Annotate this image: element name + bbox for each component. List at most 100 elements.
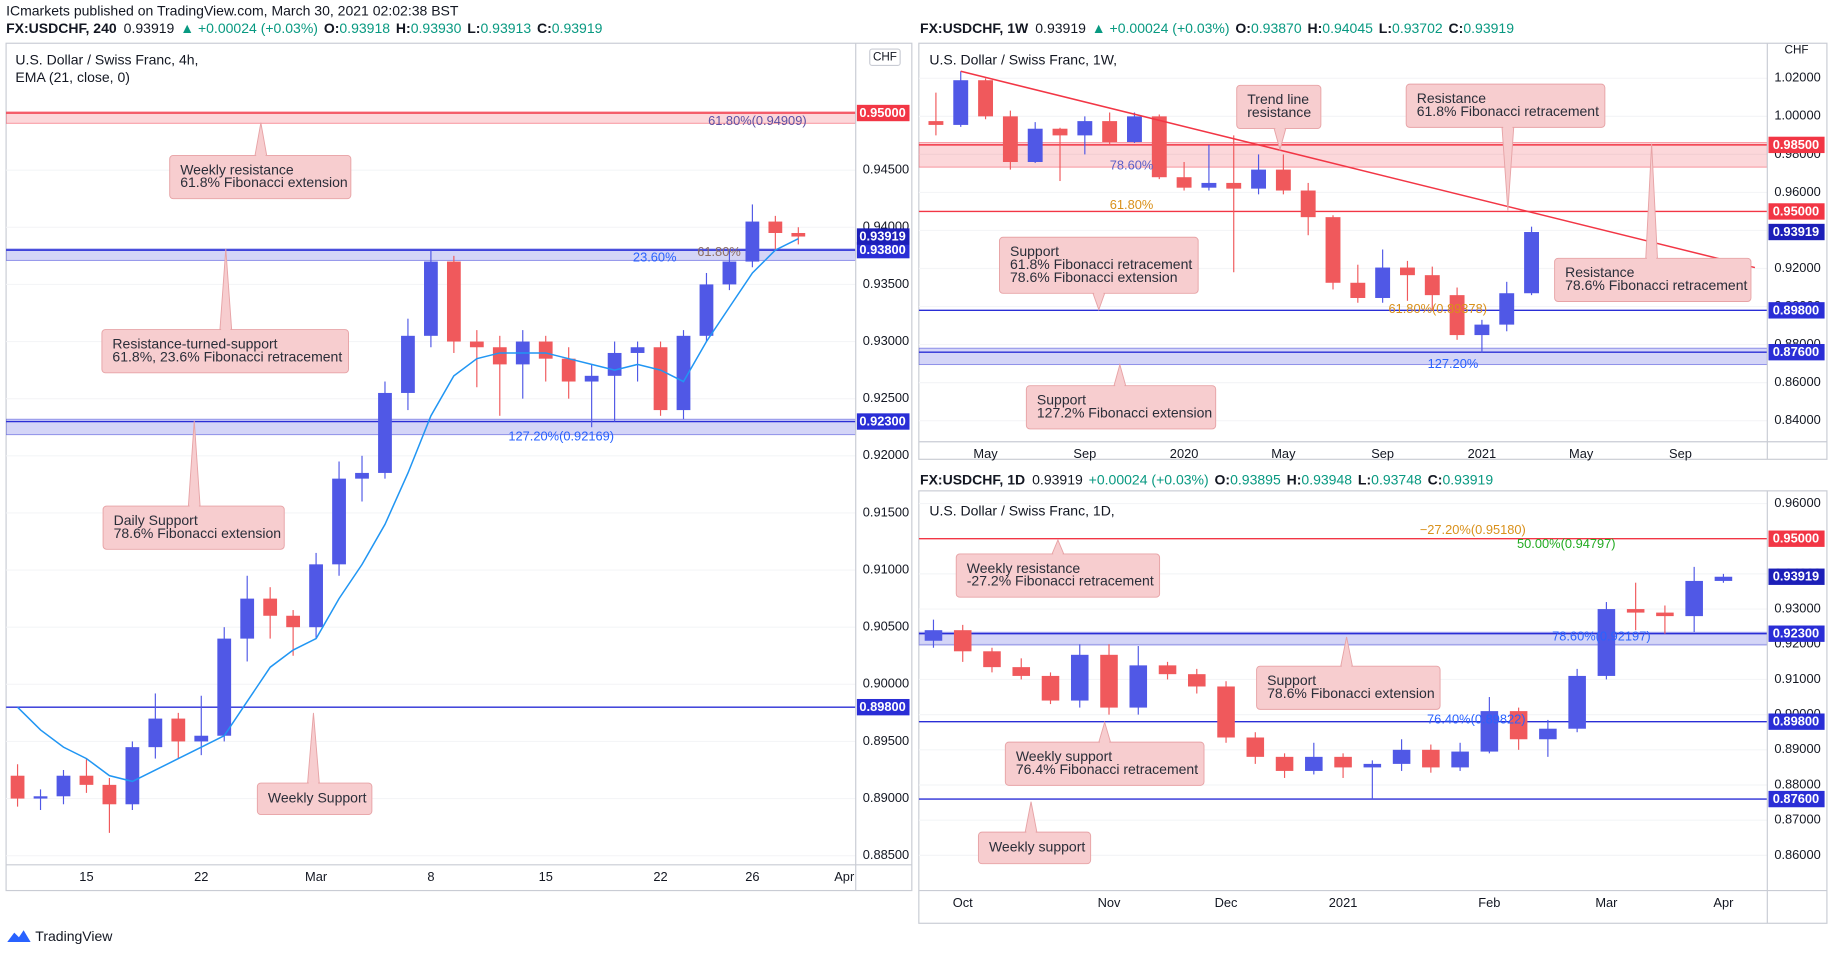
candle-body <box>492 347 507 365</box>
ohlc-label: L: <box>1379 20 1392 36</box>
fib-label: 78.60%(0.92197) <box>1552 628 1651 643</box>
callout-seam <box>1503 126 1513 129</box>
y-tick-label: 0.89500 <box>863 733 909 748</box>
y-tick-label: 0.93000 <box>1774 600 1820 615</box>
candle-body <box>584 375 599 382</box>
y-tick-label: 0.91500 <box>863 504 909 519</box>
candle-body <box>1201 182 1217 188</box>
candle-body <box>1714 576 1733 581</box>
price-tag <box>1768 136 1825 154</box>
x-tick-label: Mar <box>1595 895 1618 910</box>
symbol: FX:USDCHF, 1D <box>920 471 1025 487</box>
y-tick-label: 0.96000 <box>1774 495 1820 510</box>
candle-body <box>1424 275 1440 296</box>
candle-body <box>1246 737 1265 757</box>
last-price: 0.93919 <box>1035 20 1086 36</box>
y-tick-label: 0.92000 <box>1774 260 1820 275</box>
ohlc-label: H: <box>1307 20 1322 36</box>
callout-text: Trend line <box>1247 91 1309 107</box>
y-tick-label: 0.88000 <box>1774 776 1820 791</box>
candle-body <box>1070 654 1089 701</box>
y-tick-label: 0.90500 <box>863 619 909 634</box>
callout-text: Support <box>1267 672 1316 688</box>
ohlc-value: 0.93895 <box>1230 471 1281 487</box>
candle-body <box>332 478 346 565</box>
fib-label: 23.60% <box>633 250 677 265</box>
currency-box <box>869 48 901 67</box>
callout-seam <box>1099 740 1110 744</box>
x-tick-label: Sep <box>1073 446 1096 461</box>
candle-body <box>630 347 645 353</box>
candle-body <box>928 121 944 125</box>
price-tag-label: 0.95000 <box>1773 531 1819 546</box>
logo-mark <box>7 930 31 942</box>
fib-label: 50.00%(0.94797) <box>1517 536 1616 551</box>
indicator-legend: EMA (21, close, 0) <box>15 69 130 85</box>
price-tag-label: 0.93800 <box>859 242 905 257</box>
candle-body <box>745 221 760 262</box>
price-tag <box>1768 302 1825 319</box>
ohlc-label: L: <box>467 20 480 36</box>
price-tag-label: 0.87600 <box>1773 344 1819 359</box>
candle-body <box>1568 675 1586 729</box>
price-tag <box>856 104 910 122</box>
callout-seam <box>1094 292 1104 295</box>
change: +0.00024 (+0.03%) <box>1089 471 1209 487</box>
x-tick-label: Apr <box>1713 895 1734 910</box>
candle-body <box>1129 665 1148 708</box>
zone <box>918 142 1768 168</box>
ohlc-value: 0.93919 <box>1442 471 1493 487</box>
fib-label: 78.60% <box>1110 157 1154 172</box>
fib-label: 61.80%(0.94909) <box>708 113 807 128</box>
x-tick-label: 15 <box>539 869 553 884</box>
ohlc-value: 0.93918 <box>339 20 390 36</box>
plot-area <box>6 111 856 857</box>
zone <box>6 418 856 436</box>
callout-seam <box>1275 127 1285 130</box>
candle-body <box>1275 169 1291 191</box>
candle-body <box>1474 324 1490 336</box>
chart-title: U.S. Dollar / Swiss Franc, 4h, <box>15 51 198 67</box>
price-tag-label: 0.95000 <box>859 105 905 120</box>
currency-label: CHF <box>1785 43 1809 56</box>
callout-seam <box>1053 552 1063 556</box>
candle-body <box>1451 751 1469 768</box>
candle-body <box>1375 267 1391 298</box>
price-tag-label: 0.95000 <box>1773 203 1819 218</box>
x-tick-label: 15 <box>79 869 93 884</box>
x-tick-label: Oct <box>953 895 973 910</box>
panel <box>5 42 913 892</box>
candle-body <box>355 472 369 479</box>
candle-body <box>1158 665 1177 675</box>
x-tick-label: Apr <box>834 869 855 884</box>
ohlc-value: 0.93919 <box>1463 20 1514 36</box>
callout-text: Weekly resistance <box>967 560 1081 576</box>
x-tick-label: 22 <box>194 869 208 884</box>
fib-label: 61.80%(0.89378) <box>1388 301 1487 316</box>
ohlc-label: H: <box>396 20 411 36</box>
y-tick-label: 0.93500 <box>863 276 909 291</box>
candle-body <box>768 221 783 233</box>
candle-body <box>1363 763 1382 768</box>
ohlc-label: C: <box>537 20 552 36</box>
candle-body <box>102 784 117 805</box>
y-tick-label: 0.91000 <box>1774 671 1820 686</box>
fib-label: 127.20% <box>1428 356 1479 371</box>
callout-text: Weekly support <box>1016 748 1112 764</box>
y-tick-label: 0.93000 <box>863 333 909 348</box>
ohlc-label: H: <box>1287 471 1302 487</box>
candle-body <box>33 796 48 799</box>
ohlc-label: C: <box>1449 20 1464 36</box>
candle-body <box>924 630 943 641</box>
brand-logo <box>7 930 31 942</box>
y-tick-label: 1.00000 <box>1774 108 1820 123</box>
candle-body <box>1325 217 1341 283</box>
candle-body <box>1251 169 1266 189</box>
candle-body <box>1226 182 1242 189</box>
fib-label: −27.20%(0.95180) <box>1420 522 1526 537</box>
y-tick-label: 0.87000 <box>1774 812 1820 827</box>
ohlc-label: L: <box>1358 471 1371 487</box>
fib-label: 76.40%(0.89822) <box>1427 711 1526 726</box>
callout-seam <box>1646 257 1657 260</box>
candle-body <box>1275 756 1294 771</box>
